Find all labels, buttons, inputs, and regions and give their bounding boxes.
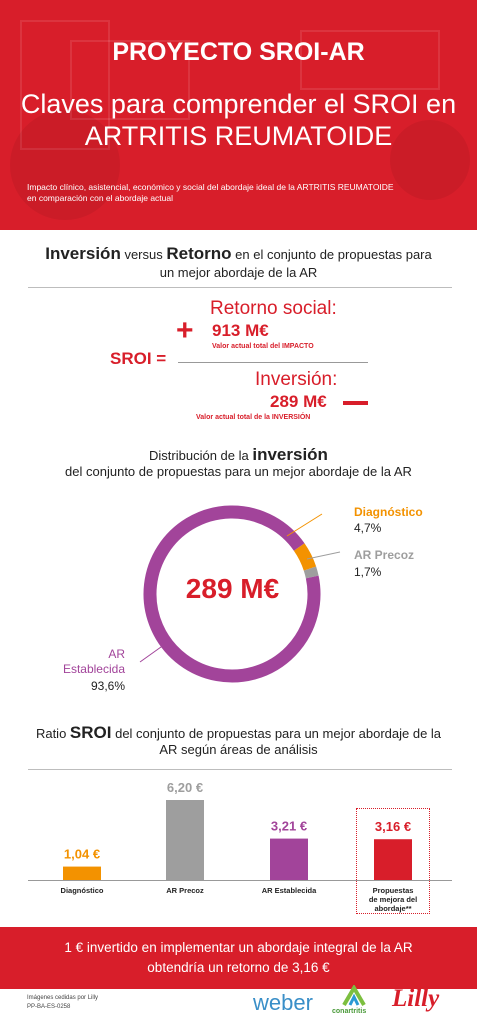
sroi-bar-chart: 1,04 € 6,20 € 3,21 € 3,16 € [63, 780, 412, 880]
legend-precoz-value: 1,7% [354, 565, 382, 579]
decorative-frame [300, 30, 440, 90]
bar-precoz [166, 800, 204, 880]
conartritis-logo-text: conartritis [332, 1008, 367, 1015]
page-title: PROYECTO SROI-AR [112, 38, 365, 66]
leader-line [306, 551, 341, 560]
sroi-label: SROI = [110, 349, 167, 368]
highlight-box [356, 808, 430, 914]
investment-title: Inversión: [255, 369, 338, 390]
minus-icon [343, 401, 368, 405]
bar-diagnostico [63, 866, 101, 880]
bar-establecida-value: 3,21 € [271, 819, 307, 834]
page-subtitle: Claves para comprender el SROI en ARTRIT… [20, 89, 457, 151]
donut-center-value: 289 M€ [185, 573, 280, 604]
legend-diagnostico-label: Diagnóstico [354, 505, 423, 519]
legend-establecida-value: 93,6% [90, 679, 125, 693]
decorative-frame [20, 20, 110, 150]
bar-label-diagnostico: Diagnóstico [60, 886, 104, 895]
divider [28, 287, 452, 288]
investment-donut-chart [139, 505, 341, 683]
divider [28, 769, 452, 770]
legend-diagnostico-value: 4,7% [354, 521, 382, 535]
leader-line [286, 513, 323, 537]
lilly-logo: Lilly [392, 985, 440, 1012]
donut-segment-precoz [303, 566, 319, 579]
investment-value: 289 M€ [270, 392, 327, 411]
chart-baseline [28, 880, 452, 881]
bar-label-precoz: AR Precoz [166, 886, 204, 895]
bar-label-propuestas: Propuestas de mejora del abordaje** [368, 886, 418, 913]
return-value: 913 M€ [212, 321, 269, 340]
section-investment-return-title: Inversión versus Retorno en el conjunto … [45, 244, 432, 281]
bar-propuestas [374, 839, 412, 880]
document-code: PP-BA-ES-0258 [27, 1004, 71, 1010]
header-banner [0, 0, 477, 230]
donut-segment-diagnostico [293, 543, 317, 571]
image-credit: Imágenes cedidas por Lilly [27, 995, 99, 1001]
decorative-frame [70, 40, 190, 120]
weber-logo: weber [253, 990, 313, 1015]
investment-note: Valor actual total de la INVERSIÓN [196, 414, 311, 421]
distribution-title: Distribución de la inversión del conjunt… [65, 445, 412, 479]
legend-establecida-label: AR Establecida [62, 647, 125, 676]
bar-diagnostico-value: 1,04 € [64, 847, 100, 862]
bar-establecida [270, 838, 308, 880]
sroi-ratio-title: Ratio SROI del conjunto de propuestas pa… [35, 723, 442, 757]
return-note: Valor actual total del IMPACTO [212, 343, 314, 350]
legend-precoz-label: AR Precoz [354, 548, 415, 562]
donut-segment-establecida [143, 505, 321, 683]
footer-banner [0, 927, 477, 989]
footer-message: 1 € invertido en implementar un abordaje… [64, 940, 413, 975]
plus-icon: + [176, 314, 194, 347]
leader-line [139, 641, 169, 663]
decorative-circle [390, 120, 470, 200]
fraction-line [178, 362, 368, 363]
bar-label-establecida: AR Establecida [261, 886, 317, 895]
conartritis-logo-icon [342, 985, 366, 1007]
bar-precoz-value: 6,20 € [167, 780, 203, 795]
decorative-circle [10, 110, 120, 220]
bar-propuestas-value: 3,16 € [375, 819, 411, 834]
header-description: Impacto clínico, asistencial, económico … [27, 182, 394, 203]
return-title: Retorno social: [210, 298, 337, 319]
